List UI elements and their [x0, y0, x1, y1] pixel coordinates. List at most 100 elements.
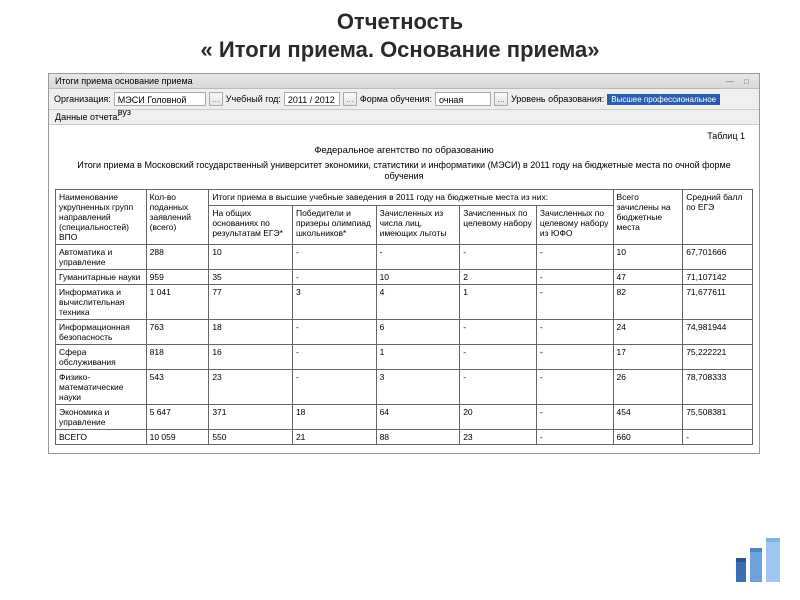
table-row: Автоматика и управление28810----1067,701… — [56, 244, 753, 269]
table-cell: 4 — [376, 284, 460, 319]
org-input[interactable]: МЭСИ Головной вуз — [114, 92, 206, 106]
table-cell: 71,677611 — [683, 284, 753, 319]
table-cell: 818 — [146, 344, 209, 369]
th-g3: Зачисленных из числа лиц, имеющих льготы — [376, 206, 460, 245]
report-agency: Федеральное агентство по образованию — [55, 145, 753, 156]
table-cell: 454 — [613, 404, 683, 429]
table-cell: - — [460, 244, 537, 269]
table-cell: - — [292, 269, 376, 284]
th-g5: Зачисленных по целевому набору из ЮФО — [536, 206, 613, 245]
th-total: Всего зачислены на бюджетные места — [613, 189, 683, 244]
table-cell: - — [460, 369, 537, 404]
table-cell: 288 — [146, 244, 209, 269]
table-cell: ВСЕГО — [56, 429, 147, 444]
table-row: Сфера обслуживания81816-1--1775,222221 — [56, 344, 753, 369]
table-cell: 550 — [209, 429, 293, 444]
filter-toolbar: Организация: МЭСИ Головной вуз … Учебный… — [49, 89, 759, 110]
th-apps: Кол-во поданных заявлений (всего) — [146, 189, 209, 244]
table-cell: Информатика и вычислительная техника — [56, 284, 147, 319]
table-cell: - — [292, 244, 376, 269]
table-cell: 75,508381 — [683, 404, 753, 429]
table-cell: - — [536, 244, 613, 269]
table-cell: 78,708333 — [683, 369, 753, 404]
table-cell: - — [376, 244, 460, 269]
table-cell: - — [536, 404, 613, 429]
th-g1: На общих основаниях по результатам ЕГЭ* — [209, 206, 293, 245]
table-cell: - — [292, 369, 376, 404]
table-cell: 10 — [613, 244, 683, 269]
table-cell: 10 — [376, 269, 460, 284]
level-label: Уровень образования: — [511, 94, 604, 104]
org-label: Организация: — [54, 94, 111, 104]
table-row: Информационная безопасность76318-6--2474… — [56, 319, 753, 344]
slide-title-line2: « Итоги приема. Основание приема» — [201, 37, 600, 62]
th-avg: Средний балл по ЕГЭ — [683, 189, 753, 244]
corner-logo-icon — [730, 538, 786, 586]
table-cell: 10 059 — [146, 429, 209, 444]
table-cell: 371 — [209, 404, 293, 429]
app-window: Итоги приема основание приема — □ Органи… — [48, 73, 760, 454]
table-cell: 18 — [292, 404, 376, 429]
report-data-label: Данные отчета: — [49, 110, 759, 125]
slide-title-line1: Отчетность — [337, 9, 463, 34]
th-g4: Зачисленных по целевому набору — [460, 206, 537, 245]
form-lookup-button[interactable]: … — [494, 92, 508, 106]
table-cell: Сфера обслуживания — [56, 344, 147, 369]
table-cell: - — [536, 369, 613, 404]
table-cell: - — [460, 319, 537, 344]
window-controls[interactable]: — □ — [726, 77, 753, 86]
form-label: Форма обучения: — [360, 94, 432, 104]
table-row: Информатика и вычислительная техника1 04… — [56, 284, 753, 319]
slide-title: Отчетность « Итоги приема. Основание при… — [0, 0, 800, 73]
table-cell: 959 — [146, 269, 209, 284]
report-area: Таблиц 1 Федеральное агентство по образо… — [49, 125, 759, 453]
table-row: Гуманитарные науки95935-102-4771,107142 — [56, 269, 753, 284]
table-cell: 660 — [613, 429, 683, 444]
table-cell: - — [292, 319, 376, 344]
table-cell: 26 — [613, 369, 683, 404]
window-title: Итоги приема основание приема — [55, 76, 193, 86]
table-cell: 82 — [613, 284, 683, 319]
table-cell: 88 — [376, 429, 460, 444]
table-cell: - — [292, 344, 376, 369]
table-row: Экономика и управление5 647371186420-454… — [56, 404, 753, 429]
table-cell: 10 — [209, 244, 293, 269]
table-cell: Автоматика и управление — [56, 244, 147, 269]
year-label: Учебный год: — [226, 94, 281, 104]
th-name: Наименование укрупненных групп направлен… — [56, 189, 147, 244]
table-cell: 77 — [209, 284, 293, 319]
table-cell: - — [536, 284, 613, 319]
table-cell: - — [683, 429, 753, 444]
th-group: Итоги приема в высшие учебные заведения … — [209, 189, 613, 206]
table-cell: 74,981944 — [683, 319, 753, 344]
table-cell: 1 041 — [146, 284, 209, 319]
table-cell: 763 — [146, 319, 209, 344]
table-row: ВСЕГО10 059550218823-660- — [56, 429, 753, 444]
table-cell: Информационная безопасность — [56, 319, 147, 344]
table-cell: 71,107142 — [683, 269, 753, 284]
table-cell: 1 — [376, 344, 460, 369]
window-titlebar: Итоги приема основание приема — □ — [49, 74, 759, 89]
org-lookup-button[interactable]: … — [209, 92, 223, 106]
table-cell: Гуманитарные науки — [56, 269, 147, 284]
table-cell: Экономика и управление — [56, 404, 147, 429]
table-cell: 64 — [376, 404, 460, 429]
table-cell: 3 — [292, 284, 376, 319]
table-cell: - — [536, 344, 613, 369]
table-cell: 21 — [292, 429, 376, 444]
report-subtitle: Итоги приема в Московский государственны… — [75, 160, 733, 183]
year-input[interactable]: 2011 / 2012 — [284, 92, 340, 106]
table-cell: 1 — [460, 284, 537, 319]
table-cell: 23 — [209, 369, 293, 404]
table-cell: 47 — [613, 269, 683, 284]
level-value[interactable]: Высшее профессиональное — [607, 94, 720, 105]
table-cell: - — [536, 269, 613, 284]
form-input[interactable]: очная — [435, 92, 491, 106]
table-cell: 18 — [209, 319, 293, 344]
table-cell: 17 — [613, 344, 683, 369]
table-cell: 24 — [613, 319, 683, 344]
year-lookup-button[interactable]: … — [343, 92, 357, 106]
table-cell: 6 — [376, 319, 460, 344]
table-row: Физико-математические науки54323-3--2678… — [56, 369, 753, 404]
table-cell: 75,222221 — [683, 344, 753, 369]
